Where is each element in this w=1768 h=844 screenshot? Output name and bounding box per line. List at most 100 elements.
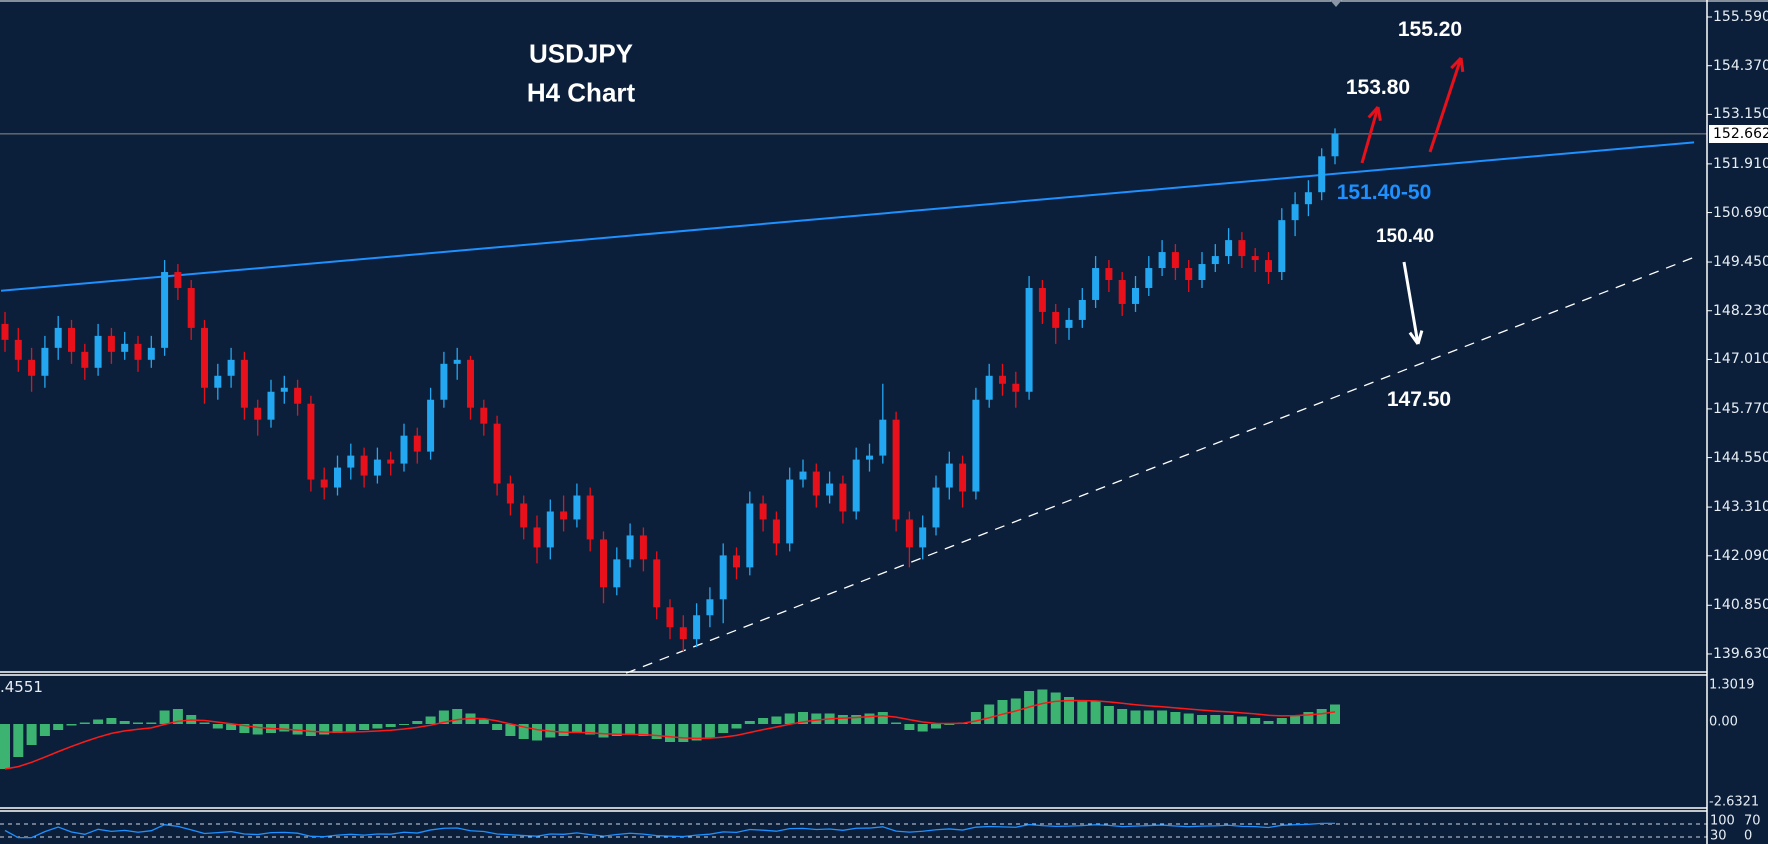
macd-bar xyxy=(505,724,516,736)
macd-bar xyxy=(691,724,702,741)
candle-down xyxy=(107,335,115,352)
macd-bar xyxy=(917,724,928,732)
candle-up xyxy=(799,471,807,480)
candle-up xyxy=(826,483,834,496)
arrow-up-icon-head xyxy=(1450,56,1463,70)
macd-bar xyxy=(1064,697,1074,724)
candle-up xyxy=(267,391,275,420)
candle-up xyxy=(41,347,49,376)
candle-down xyxy=(533,527,541,548)
arrow-down-icon-head xyxy=(1408,331,1420,345)
candle-up xyxy=(1145,268,1153,288)
candle-up xyxy=(54,327,62,348)
target-1-label: 153.80 xyxy=(1345,76,1411,99)
macd-bar xyxy=(771,716,782,724)
candle-up xyxy=(985,375,993,400)
macd-bar xyxy=(704,724,715,738)
price-axis-label: 150.690 xyxy=(1713,204,1768,221)
candle-down xyxy=(187,287,195,328)
support-trendline xyxy=(625,256,1695,674)
macd-bar xyxy=(1290,715,1301,724)
candle-up xyxy=(693,615,701,640)
candle-down xyxy=(134,343,142,360)
candle-up xyxy=(334,467,341,488)
macd-bar xyxy=(864,713,875,724)
candle-up xyxy=(1304,192,1312,205)
candle-down xyxy=(493,423,501,484)
candle-up xyxy=(147,347,155,360)
macd-bar xyxy=(585,724,596,735)
candle-up xyxy=(347,455,355,468)
price-axis-label: 140.850 xyxy=(1713,597,1768,614)
macd-bar xyxy=(970,712,981,724)
macd-bar xyxy=(558,724,569,736)
candle-up xyxy=(400,435,408,464)
arrow-down-icon-head xyxy=(1416,330,1424,345)
macd-bar xyxy=(997,700,1008,724)
macd-bar xyxy=(651,724,662,739)
macd-bar xyxy=(279,724,290,732)
candle-down xyxy=(254,407,262,420)
last-price-tag: 152.662 xyxy=(1709,125,1768,143)
macd-bar xyxy=(119,721,130,724)
candle-down xyxy=(240,359,248,408)
macd-bar xyxy=(385,724,396,727)
price-axis-label: 139.630 xyxy=(1713,645,1768,662)
candle-up xyxy=(427,399,435,452)
macd-bar xyxy=(638,724,649,736)
rsi-axis-70: 70 xyxy=(1744,813,1761,829)
candle-down xyxy=(201,327,208,388)
candle-down xyxy=(307,403,315,480)
macd-bar xyxy=(359,724,370,730)
candle-down xyxy=(1251,256,1259,261)
candle-down xyxy=(639,535,647,560)
macd-bar xyxy=(851,715,862,724)
candle-up xyxy=(1198,264,1206,281)
macd-bar xyxy=(518,724,529,739)
candle-up xyxy=(972,399,980,492)
macd-bar xyxy=(1090,701,1101,724)
pullback-1-label: 150.40 xyxy=(1375,226,1435,247)
candle-up xyxy=(1025,287,1033,392)
candle-down xyxy=(759,503,767,520)
candle-down xyxy=(1105,268,1113,281)
macd-bar xyxy=(0,724,10,769)
candle-up xyxy=(161,272,169,348)
candle-down xyxy=(387,459,395,464)
candle-up xyxy=(852,459,860,512)
candle-up xyxy=(227,359,235,376)
candle-down xyxy=(320,479,328,488)
candle-down xyxy=(294,387,302,404)
macd-bar xyxy=(53,724,64,730)
candle-up xyxy=(866,455,873,460)
candle-up xyxy=(932,487,940,528)
candle-down xyxy=(560,511,568,520)
macd-bar xyxy=(571,724,582,733)
arrow-down-icon xyxy=(1402,261,1420,345)
macd-bar xyxy=(1210,715,1221,724)
candle-down xyxy=(1012,383,1020,392)
macd-bar xyxy=(1197,715,1207,724)
macd-bar xyxy=(984,704,995,724)
macd-bar xyxy=(731,724,742,729)
candle-up xyxy=(453,359,461,364)
candle-up xyxy=(1318,156,1326,193)
candle-down xyxy=(413,435,421,452)
candle-down xyxy=(174,272,182,288)
macd-bar xyxy=(425,716,436,724)
candle-up xyxy=(546,511,554,548)
macd-bar xyxy=(93,719,104,724)
candle-down xyxy=(772,519,780,544)
macd-bar xyxy=(26,724,37,745)
candle-down xyxy=(360,455,368,476)
candle-up xyxy=(280,387,288,392)
macd-bar xyxy=(904,724,915,730)
pullback-2-label: 147.50 xyxy=(1386,388,1452,411)
candle-up xyxy=(1225,240,1233,257)
macd-bar xyxy=(305,724,316,736)
macd-bar xyxy=(598,724,609,738)
candle-up xyxy=(573,495,581,520)
candle-down xyxy=(586,495,594,540)
candle-down xyxy=(480,407,488,424)
